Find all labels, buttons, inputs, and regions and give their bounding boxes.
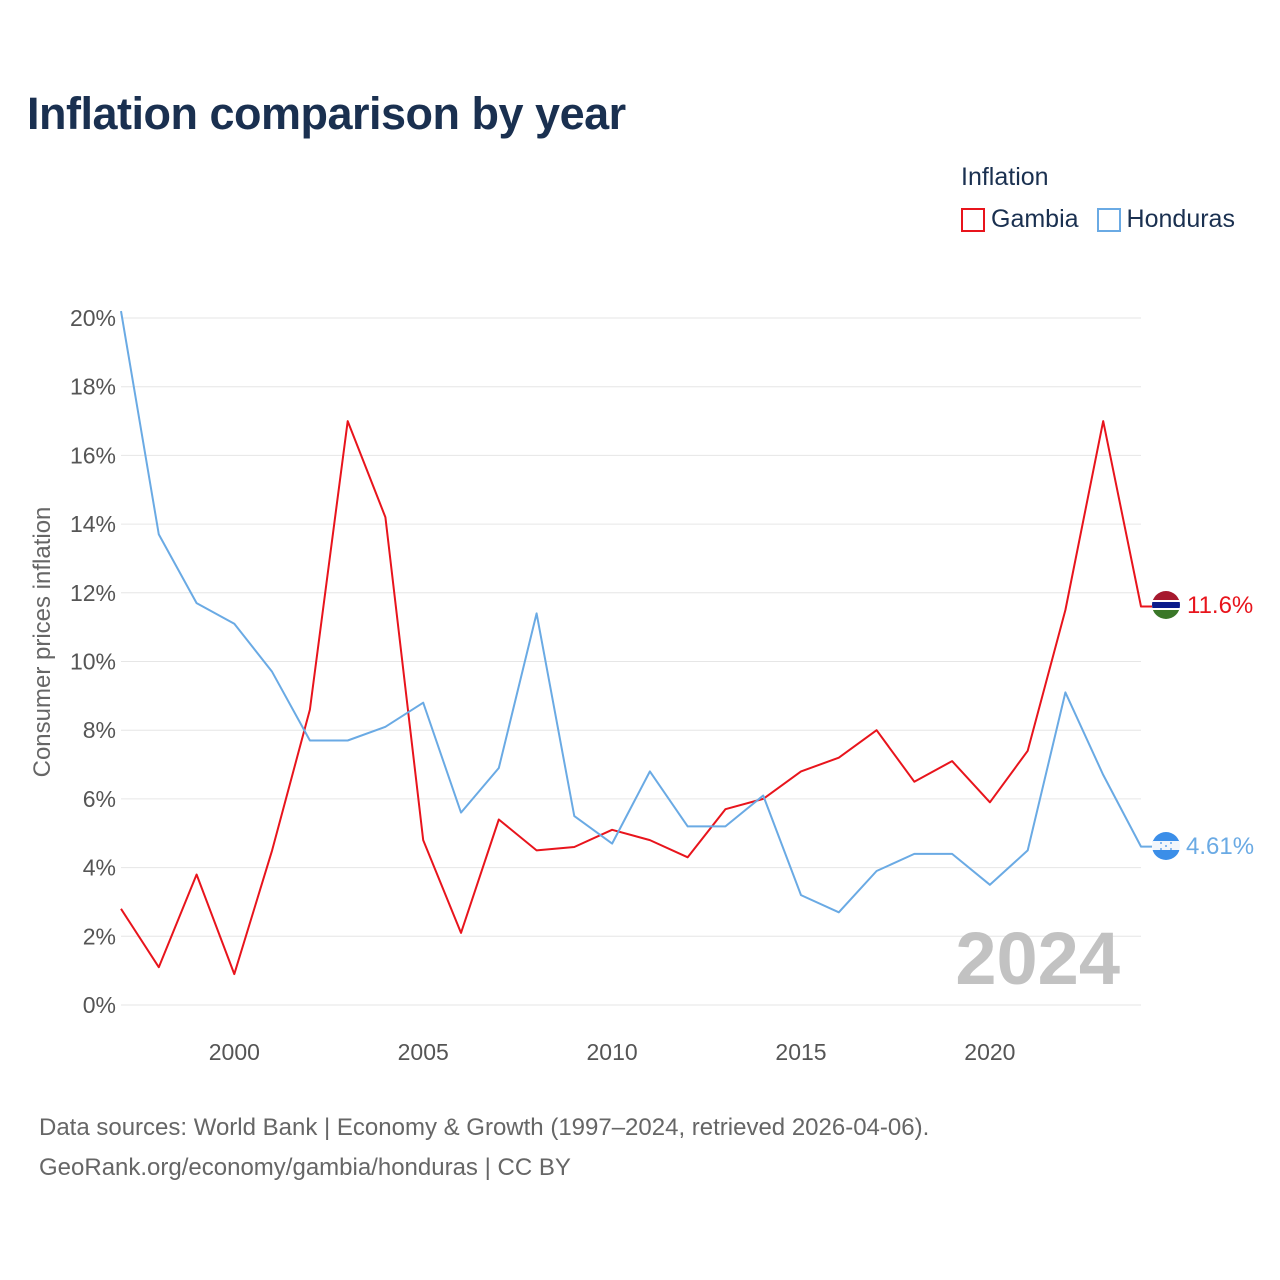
- end-label-honduras: 4.61%: [1186, 833, 1254, 860]
- legend-swatch-gambia: [961, 207, 985, 232]
- end-label-gambia: 11.6%: [1187, 592, 1253, 619]
- series-line-gambia[interactable]: [120, 420, 1152, 976]
- y-tick-label-10: 10%: [70, 649, 116, 675]
- series-line-honduras[interactable]: [120, 310, 1152, 914]
- point-honduras-2011[interactable]: [647, 768, 653, 774]
- point-gambia-2016[interactable]: [836, 755, 842, 761]
- point-gambia-2019[interactable]: [949, 758, 955, 764]
- legend-title: Inflation: [961, 163, 1049, 191]
- x-tick-label-2000: 2000: [209, 1039, 260, 1065]
- x-tick-label-2010: 2010: [587, 1039, 638, 1065]
- point-gambia-2012[interactable]: [685, 854, 691, 860]
- x-tick-label-2005: 2005: [398, 1039, 449, 1065]
- point-gambia-2003[interactable]: [345, 418, 351, 424]
- point-honduras-2008[interactable]: [534, 610, 540, 616]
- y-axis-ticks: 0% 2% 4% 6% 8% 10% 12% 14% 16% 18% 20%: [70, 305, 116, 1018]
- x-tick-label-2020: 2020: [964, 1039, 1015, 1065]
- point-gambia-2015[interactable]: [798, 768, 804, 774]
- point-honduras-2013[interactable]: [722, 823, 728, 829]
- point-gambia-2009[interactable]: [571, 844, 577, 850]
- point-gambia-2002[interactable]: [307, 707, 313, 713]
- point-honduras-2020[interactable]: [987, 882, 993, 888]
- x-tick-label-2015: 2015: [775, 1039, 826, 1065]
- y-tick-label-20: 20%: [70, 305, 116, 331]
- point-honduras-2002[interactable]: [307, 738, 313, 744]
- point-honduras-2010[interactable]: [609, 841, 615, 847]
- legend-label-gambia: Gambia: [991, 205, 1079, 233]
- honduras-flag-icon: [1152, 832, 1180, 860]
- line-chart: 0% 2% 4% 6% 8% 10% 12% 14% 16% 18% 20% 2000 2005 201…: [29, 305, 1254, 1065]
- gridlines: [121, 317, 1141, 1006]
- legend-item-honduras[interactable]: Honduras: [1096, 205, 1235, 234]
- legend-swatch-honduras: [1096, 207, 1121, 232]
- point-gambia-2001[interactable]: [269, 847, 275, 853]
- point-honduras-2003[interactable]: [345, 738, 351, 744]
- y-tick-label-6: 6%: [83, 786, 116, 812]
- point-honduras-2023[interactable]: [1100, 772, 1106, 778]
- point-honduras-2019[interactable]: [949, 851, 955, 857]
- year-watermark: 2024: [955, 917, 1120, 1000]
- point-honduras-2001[interactable]: [269, 669, 275, 675]
- chart-title: Inflation comparison by year: [27, 88, 626, 139]
- point-honduras-2009[interactable]: [571, 813, 577, 819]
- point-gambia-2011[interactable]: [647, 837, 653, 843]
- legend-label-honduras: Honduras: [1126, 205, 1235, 233]
- point-gambia-2007[interactable]: [496, 817, 502, 823]
- point-gambia-2013[interactable]: [722, 806, 728, 812]
- point-honduras-2000[interactable]: [231, 621, 237, 627]
- point-gambia-1997[interactable]: [118, 906, 124, 912]
- point-gambia-2004[interactable]: [382, 514, 388, 520]
- point-honduras-2004[interactable]: [382, 724, 388, 730]
- y-tick-label-8: 8%: [83, 717, 116, 743]
- point-gambia-1999[interactable]: [194, 871, 200, 877]
- gambia-flag-icon: [1152, 591, 1180, 619]
- y-tick-label-2: 2%: [83, 923, 116, 949]
- point-honduras-2005[interactable]: [420, 700, 426, 706]
- point-honduras-2021[interactable]: [1025, 847, 1031, 853]
- point-honduras-2018[interactable]: [911, 851, 917, 857]
- point-honduras-2017[interactable]: [874, 868, 880, 874]
- point-gambia-2005[interactable]: [420, 837, 426, 843]
- point-gambia-2020[interactable]: [987, 799, 993, 805]
- y-tick-label-12: 12%: [70, 580, 116, 606]
- point-honduras-2007[interactable]: [496, 765, 502, 771]
- x-axis-ticks: 2000 2005 2010 2015 2020: [209, 1039, 1016, 1065]
- point-gambia-2010[interactable]: [609, 827, 615, 833]
- point-gambia-2017[interactable]: [874, 727, 880, 733]
- point-gambia-2022[interactable]: [1062, 607, 1068, 613]
- point-gambia-2024[interactable]: [1138, 604, 1144, 610]
- point-honduras-1999[interactable]: [194, 600, 200, 606]
- point-gambia-2021[interactable]: [1025, 748, 1031, 754]
- series-lines: [118, 308, 1152, 977]
- point-honduras-2016[interactable]: [836, 909, 842, 915]
- y-tick-label-16: 16%: [70, 442, 116, 468]
- y-tick-label-0: 0%: [83, 992, 116, 1018]
- point-honduras-1998[interactable]: [156, 531, 162, 537]
- point-honduras-2024[interactable]: [1138, 844, 1144, 850]
- source-line-1: Data sources: World Bank | Economy & Gro…: [39, 1114, 930, 1141]
- source-note: Data sources: World Bank | Economy & Gro…: [39, 1108, 929, 1188]
- y-tick-label-14: 14%: [70, 511, 116, 537]
- legend: Gambia Honduras: [961, 205, 1253, 234]
- point-honduras-1997[interactable]: [118, 308, 124, 314]
- point-honduras-2014[interactable]: [760, 792, 766, 798]
- point-gambia-2023[interactable]: [1100, 418, 1106, 424]
- point-honduras-2022[interactable]: [1062, 689, 1068, 695]
- point-gambia-2006[interactable]: [458, 930, 464, 936]
- source-line-2[interactable]: GeoRank.org/economy/gambia/honduras | CC…: [39, 1154, 571, 1181]
- point-gambia-2008[interactable]: [534, 847, 540, 853]
- point-gambia-2000[interactable]: [231, 971, 237, 977]
- y-tick-label-18: 18%: [70, 374, 116, 400]
- legend-item-gambia[interactable]: Gambia: [961, 205, 1079, 234]
- point-gambia-1998[interactable]: [156, 964, 162, 970]
- point-honduras-2015[interactable]: [798, 892, 804, 898]
- y-tick-label-4: 4%: [83, 855, 116, 881]
- point-honduras-2012[interactable]: [685, 823, 691, 829]
- y-axis-label: Consumer prices inflation: [29, 507, 56, 778]
- point-gambia-2018[interactable]: [911, 779, 917, 785]
- point-honduras-2006[interactable]: [458, 810, 464, 816]
